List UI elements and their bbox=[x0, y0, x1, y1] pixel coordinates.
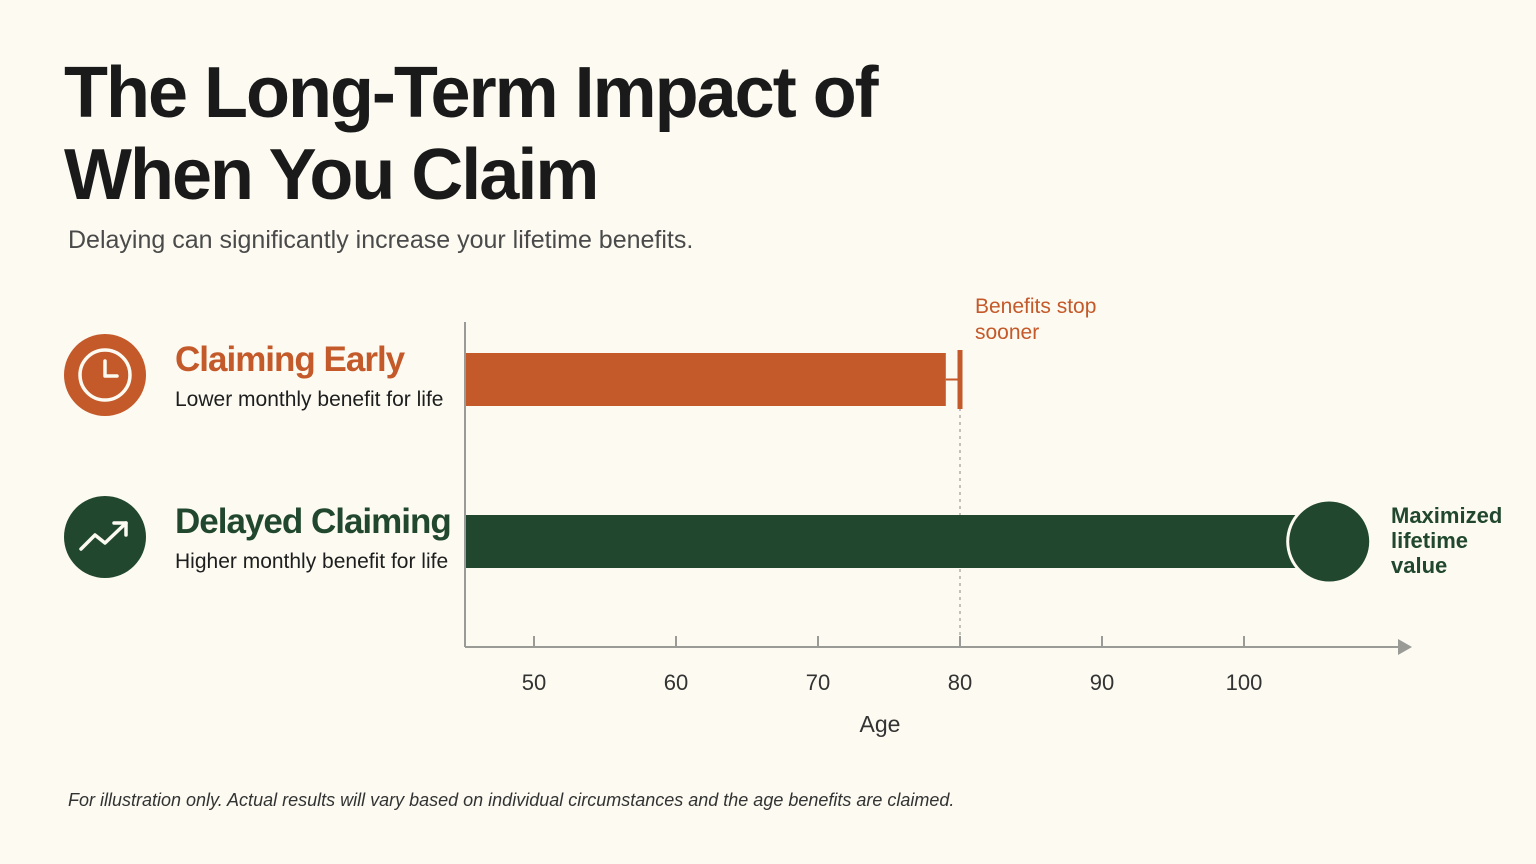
legend-label-early: Claiming Early bbox=[175, 340, 405, 379]
x-axis-arrow-icon bbox=[1398, 639, 1412, 655]
x-tick-label-70: 70 bbox=[806, 670, 830, 695]
early-end-cap bbox=[957, 350, 963, 409]
legend-desc-early: Lower monthly benefit for life bbox=[175, 388, 444, 411]
trending-up-icon bbox=[64, 496, 146, 578]
annotation-benefits-stop-sooner: Benefits stop sooner bbox=[975, 295, 1096, 344]
legend-delayed-claiming: Delayed Claiming Higher monthly benefit … bbox=[64, 496, 464, 580]
legend-desc-delayed: Higher monthly benefit for life bbox=[175, 550, 449, 573]
x-tick-label-50: 50 bbox=[522, 670, 546, 695]
legend-claiming-early: Claiming Early Lower monthly benefit for… bbox=[64, 334, 464, 418]
clock-icon bbox=[64, 334, 146, 416]
legend-label-delayed: Delayed Claiming bbox=[175, 502, 452, 541]
bar-delayed bbox=[465, 515, 1315, 568]
annotation-maximized-lifetime-value: Maximized lifetime value bbox=[1391, 503, 1502, 578]
x-tick-label-90: 90 bbox=[1090, 670, 1114, 695]
x-tick-label-60: 60 bbox=[664, 670, 688, 695]
bar-early bbox=[465, 353, 946, 406]
delayed-end-marker bbox=[1289, 501, 1370, 582]
page-title: The Long-Term Impact of When You Claim bbox=[64, 53, 879, 215]
x-tick-label-80: 80 bbox=[948, 670, 972, 695]
footnote: For illustration only. Actual results wi… bbox=[68, 790, 955, 810]
x-axis-label: Age bbox=[860, 711, 901, 737]
page-subtitle: Delaying can significantly increase your… bbox=[68, 226, 694, 254]
x-tick-label-100: 100 bbox=[1226, 670, 1263, 695]
